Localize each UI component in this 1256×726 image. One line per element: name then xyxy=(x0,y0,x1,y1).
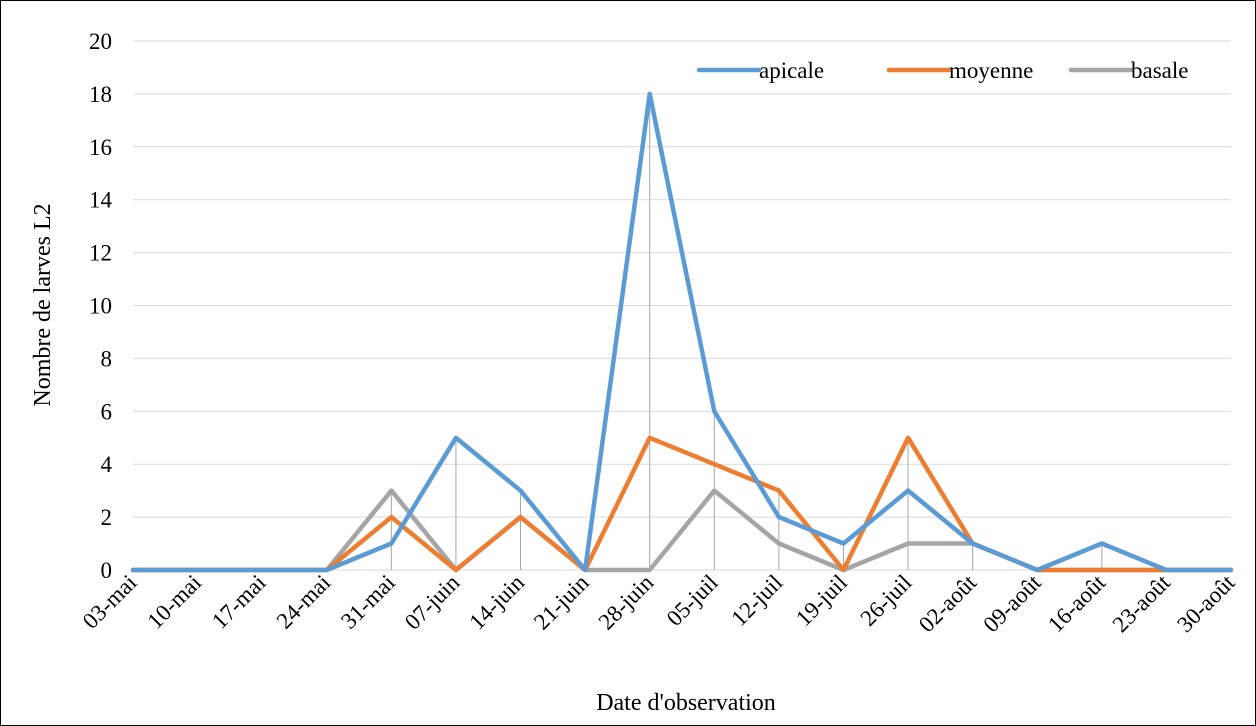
x-tick-label: 02-août xyxy=(914,569,982,637)
y-tick-label: 20 xyxy=(89,29,112,54)
x-tick-label: 19-juil xyxy=(791,570,852,631)
x-tick-label: 30-août xyxy=(1172,569,1240,637)
x-tick-label: 05-juil xyxy=(662,570,723,631)
y-axis-title: Nombre de larves L2 xyxy=(30,203,56,406)
y-tick-label: 6 xyxy=(101,399,113,424)
x-tick-label: 12-juil xyxy=(726,570,787,631)
y-tick-label: 2 xyxy=(101,505,113,530)
legend-label-basale: basale xyxy=(1131,58,1188,83)
legend-label-moyenne: moyenne xyxy=(949,58,1033,83)
legend-label-apicale: apicale xyxy=(759,58,824,83)
y-tick-label: 14 xyxy=(89,188,113,213)
y-tick-label: 16 xyxy=(89,135,112,160)
y-tick-label: 10 xyxy=(89,294,112,319)
y-tick-label: 8 xyxy=(101,346,113,371)
y-tick-label: 18 xyxy=(89,82,112,107)
x-tick-label: 24-mai xyxy=(272,570,336,634)
drop-lines xyxy=(390,93,1103,570)
x-tick-label: 26-juil xyxy=(856,570,917,631)
y-tick-label: 12 xyxy=(89,241,112,266)
x-tick-label: 23-août xyxy=(1108,569,1176,637)
x-tick-label: 31-mai xyxy=(336,570,400,634)
x-tick-labels: 03-mai 10-mai 17-mai 24-mai 31-mai 07-juin 14-… xyxy=(78,569,1240,637)
y-tick-label: 4 xyxy=(101,452,113,477)
series-line-moyenne xyxy=(130,435,1234,573)
x-axis-title: Date d'observation xyxy=(596,690,776,716)
legend: apicale moyenne basale xyxy=(696,58,1188,83)
y-tick-label: 0 xyxy=(101,558,113,583)
x-tick-label: 21-juin xyxy=(529,570,594,635)
x-tick-label: 28-juin xyxy=(594,570,659,635)
x-tick-label: 16-août xyxy=(1043,569,1111,637)
x-tick-label: 14-juin xyxy=(464,570,529,635)
gridlines xyxy=(133,40,1231,571)
x-tick-label: 17-mai xyxy=(207,570,271,634)
x-tick-label: 10-mai xyxy=(142,570,206,634)
y-tick-labels: 0 2 4 6 8 10 12 14 16 18 20 xyxy=(89,29,113,583)
x-tick-label: 09-août xyxy=(978,569,1046,637)
series-lines xyxy=(130,91,1234,573)
x-tick-label: 07-juin xyxy=(400,570,465,635)
series-line-apicale xyxy=(130,91,1234,573)
